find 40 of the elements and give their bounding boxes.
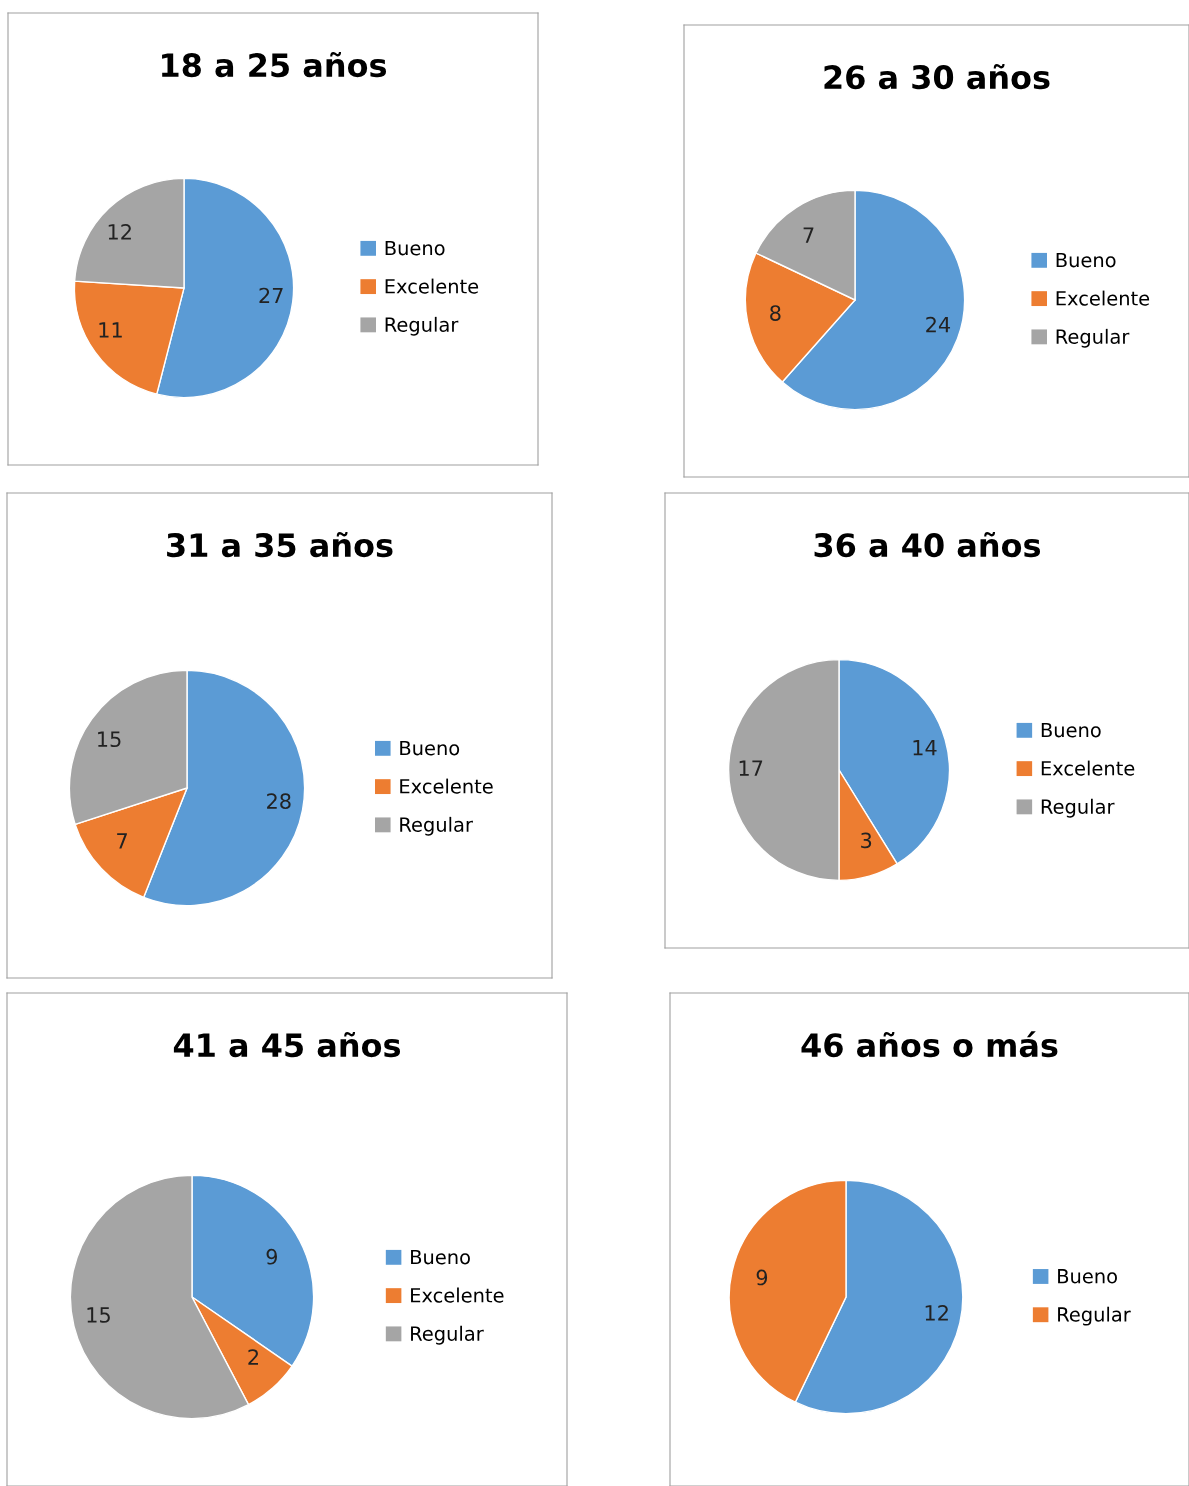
legend-label: Bueno bbox=[1056, 252, 1116, 268]
data-label: 24 bbox=[926, 316, 951, 333]
legend-label: Excelente bbox=[1041, 760, 1135, 776]
data-label: 11 bbox=[99, 322, 122, 338]
data-label: 2 bbox=[248, 1349, 258, 1365]
chart-title: 26 a 30 años bbox=[824, 63, 1050, 90]
chart-title: 31 a 35 años bbox=[167, 531, 393, 558]
data-label: 12 bbox=[108, 223, 131, 240]
chart-title: 46 años o más bbox=[801, 1031, 1058, 1058]
legend-label: Regular bbox=[385, 316, 459, 336]
legend-label: Bueno bbox=[411, 1249, 470, 1265]
data-label: 15 bbox=[87, 1307, 110, 1323]
chart-title: 41 a 45 años bbox=[173, 1031, 401, 1058]
data-label: 28 bbox=[267, 793, 291, 810]
legend-label: Excelente bbox=[385, 278, 479, 294]
data-label: 27 bbox=[259, 287, 283, 304]
legend-label: Bueno bbox=[1041, 722, 1101, 738]
legend-label: Excelente bbox=[400, 778, 493, 794]
chart-title: 36 a 40 años bbox=[814, 531, 1041, 558]
data-label: 12 bbox=[925, 1304, 948, 1321]
legend-label: Bueno bbox=[400, 740, 460, 756]
legend-label: Regular bbox=[1056, 328, 1130, 348]
legend-label: Regular bbox=[1058, 1306, 1131, 1326]
legend-label: Regular bbox=[1041, 798, 1115, 818]
data-label: 8 bbox=[770, 305, 781, 321]
legend-label: Bueno bbox=[385, 240, 445, 256]
legend-label: Regular bbox=[411, 1325, 484, 1345]
legend-label: Bueno bbox=[1058, 1269, 1117, 1284]
legend-label: Regular bbox=[400, 816, 473, 836]
data-label: 7 bbox=[117, 833, 127, 849]
data-label: 7 bbox=[803, 227, 814, 243]
legend-label: Excelente bbox=[411, 1287, 504, 1303]
data-label: 14 bbox=[913, 740, 937, 756]
chart-title: 18 a 25 años bbox=[162, 51, 387, 78]
data-label: 3 bbox=[861, 832, 872, 849]
legend-label: Excelente bbox=[1056, 290, 1150, 306]
data-label: 9 bbox=[266, 1248, 278, 1265]
data-label: 17 bbox=[739, 760, 763, 776]
data-label: 9 bbox=[756, 1269, 768, 1286]
data-label: 15 bbox=[98, 731, 121, 748]
